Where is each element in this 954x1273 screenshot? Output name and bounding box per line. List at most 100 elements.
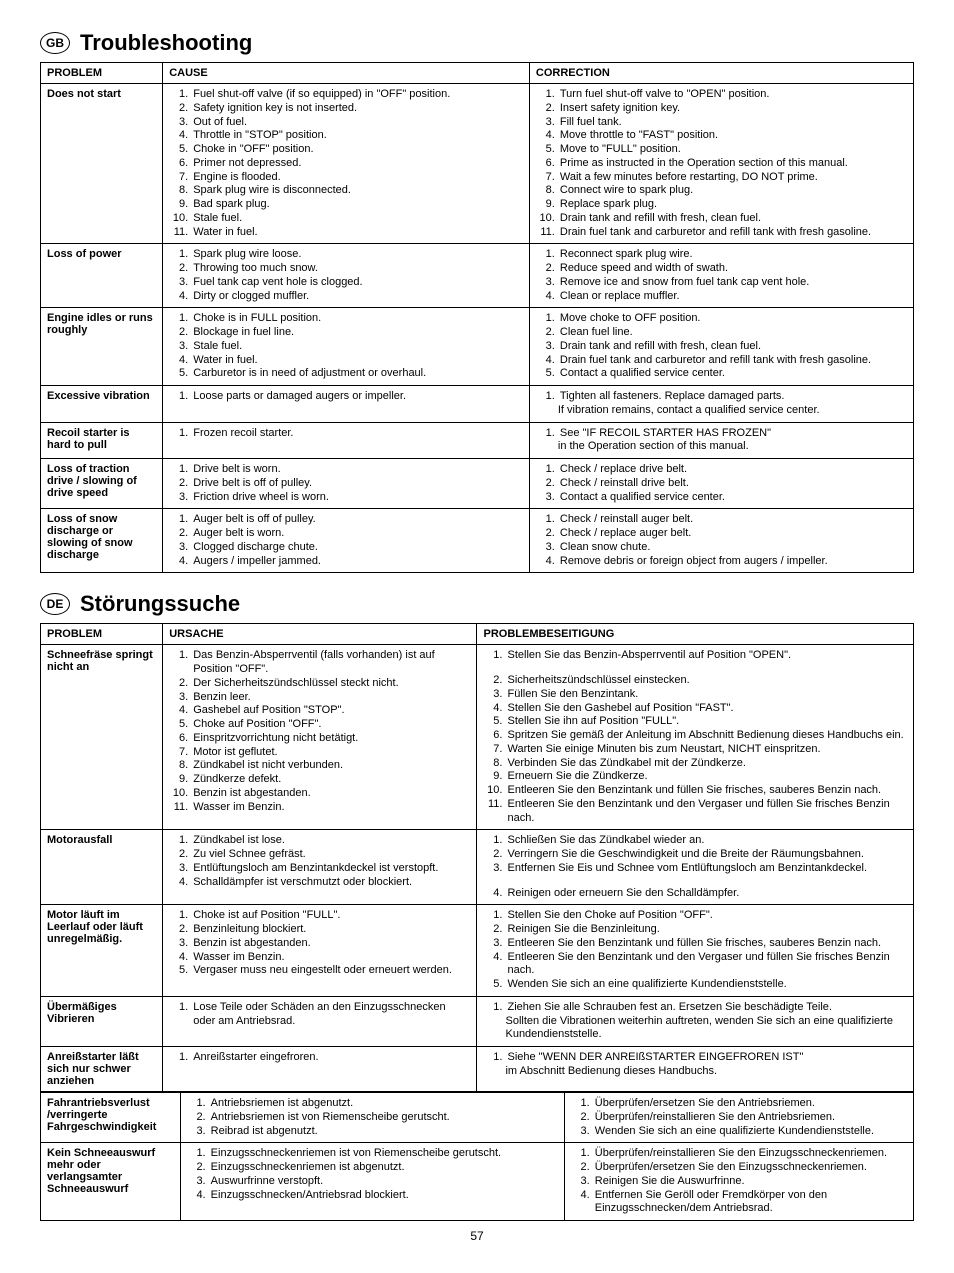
table-header: CAUSE xyxy=(163,63,530,84)
list-item: Entfernen Sie Eis und Schnee vom Entlüft… xyxy=(505,862,907,876)
problem-cell: Kein Schneeauswurf mehr oder verlangsamt… xyxy=(41,1143,181,1221)
cause-cell: Loose parts or damaged augers or impelle… xyxy=(163,386,530,423)
correction-cell: Tighten all fasteners. Replace damaged p… xyxy=(529,386,913,423)
list-item: Tighten all fasteners. Replace damaged p… xyxy=(558,390,907,404)
list-item: Clogged discharge chute. xyxy=(191,541,523,555)
list-item: Benzinleitung blockiert. xyxy=(191,923,470,937)
table-header: PROBLEMBESEITIGUNG xyxy=(477,624,914,645)
cause-cell: Frozen recoil starter. xyxy=(163,422,530,459)
list-item: Wasser im Benzin. xyxy=(191,801,470,815)
list-item: Wait a few minutes before restarting, DO… xyxy=(558,171,907,185)
list-item: Move choke to OFF position. xyxy=(558,312,907,326)
list-item: Überprüfen/reinstallieren Sie den Einzug… xyxy=(593,1147,907,1161)
list-item: Überprüfen/ersetzen Sie den Antriebsriem… xyxy=(593,1097,907,1111)
list-item: Verbinden Sie das Zündkabel mit der Zünd… xyxy=(505,757,907,771)
list-item: Benzin ist abgestanden. xyxy=(191,787,470,801)
list-item: Drive belt is off of pulley. xyxy=(191,477,523,491)
list-item: Throttle in "STOP" position. xyxy=(191,129,523,143)
problem-cell: Motor läuft im Leerlauf oder läuft unreg… xyxy=(41,905,163,997)
page-number: 57 xyxy=(40,1229,914,1243)
section-title: Störungssuche xyxy=(80,591,240,617)
section-title: Troubleshooting xyxy=(80,30,252,56)
cause-cell: Einzugsschneckenriemen ist von Riemensch… xyxy=(180,1143,564,1221)
correction-cell: Schließen Sie das Zündkabel wieder an.Ve… xyxy=(477,830,914,905)
list-item: Clean fuel line. xyxy=(558,326,907,340)
list-item: Connect wire to spark plug. xyxy=(558,184,907,198)
list-item: Clean snow chute. xyxy=(558,541,907,555)
cause-cell: Lose Teile oder Schäden an den Einzugssc… xyxy=(163,996,477,1046)
list-item: Lose Teile oder Schäden an den Einzugssc… xyxy=(191,1001,470,1029)
list-item: Fuel shut-off valve (if so equipped) in … xyxy=(191,88,523,102)
list-item: Einzugsschnecken/Antriebsrad blockiert. xyxy=(209,1189,558,1203)
list-item: Drain tank and refill with fresh, clean … xyxy=(558,340,907,354)
table-row: Recoil starter is hard to pullFrozen rec… xyxy=(41,422,914,459)
list-item: Check / reinstall drive belt. xyxy=(558,477,907,491)
list-item: Entleeren Sie den Benzintank und füllen … xyxy=(505,784,907,798)
list-item: Antriebsriemen ist von Riemenscheibe ger… xyxy=(209,1111,558,1125)
table-row: Motor läuft im Leerlauf oder läuft unreg… xyxy=(41,905,914,997)
list-item: Entleeren Sie den Benzintank und den Ver… xyxy=(505,798,907,826)
correction-cell: Reconnect spark plug wire.Reduce speed a… xyxy=(529,244,913,308)
list-item: Engine is flooded. xyxy=(191,171,523,185)
list-item: Antriebsriemen ist abgenutzt. xyxy=(209,1097,558,1111)
list-item: Der Sicherheitszündschlüssel steckt nich… xyxy=(191,677,470,691)
list-item: Einzugsschneckenriemen ist abgenutzt. xyxy=(209,1161,558,1175)
note-text: If vibration remains, contact a qualifie… xyxy=(558,404,907,418)
list-item: Choke auf Position "OFF". xyxy=(191,718,470,732)
list-item: Spritzen Sie gemäß der Anleitung im Absc… xyxy=(505,729,907,743)
section-header: DEStörungssuche xyxy=(40,591,914,617)
list-item: Carburetor is in need of adjustment or o… xyxy=(191,367,523,381)
table-row: Anreißstarter läßt sich nur schwer anzie… xyxy=(41,1047,914,1092)
list-item: Zündkerze defekt. xyxy=(191,773,470,787)
list-item: See "IF RECOIL STARTER HAS FROZEN" xyxy=(558,427,907,441)
problem-cell: Loss of power xyxy=(41,244,163,308)
list-item: Replace spark plug. xyxy=(558,198,907,212)
cause-cell: Antriebsriemen ist abgenutzt.Antriebsrie… xyxy=(180,1093,564,1143)
note-text: in the Operation section of this manual. xyxy=(558,440,907,454)
list-item: Drain fuel tank and carburetor and refil… xyxy=(558,354,907,368)
list-item: Einzugsschneckenriemen ist von Riemensch… xyxy=(209,1147,558,1161)
cause-cell: Fuel shut-off valve (if so equipped) in … xyxy=(163,84,530,244)
list-item: Dirty or clogged muffler. xyxy=(191,290,523,304)
cause-cell: Spark plug wire loose.Throwing too much … xyxy=(163,244,530,308)
list-item: Frozen recoil starter. xyxy=(191,427,523,441)
table-row: Übermäßiges VibrierenLose Teile oder Sch… xyxy=(41,996,914,1046)
list-item: Throwing too much snow. xyxy=(191,262,523,276)
list-item: Check / replace auger belt. xyxy=(558,527,907,541)
list-item: Friction drive wheel is worn. xyxy=(191,491,523,505)
correction-cell: Check / replace drive belt.Check / reins… xyxy=(529,459,913,509)
list-item: Drain tank and refill with fresh, clean … xyxy=(558,212,907,226)
list-item: Vergaser muss neu eingestellt oder erneu… xyxy=(191,964,470,978)
list-item: Reduce speed and width of swath. xyxy=(558,262,907,276)
list-item: Choke is in FULL position. xyxy=(191,312,523,326)
list-item: Reinigen Sie die Benzinleitung. xyxy=(505,923,907,937)
cause-cell: Das Benzin-Absperrventil (falls vorhande… xyxy=(163,645,477,830)
table-row: Engine idles or runs roughlyChoke is in … xyxy=(41,308,914,386)
list-item: Loose parts or damaged augers or impelle… xyxy=(191,390,523,404)
correction-cell: Überprüfen/ersetzen Sie den Antriebsriem… xyxy=(564,1093,913,1143)
correction-cell: Siehe "WENN DER ANREIßSTARTER EINGEFRORE… xyxy=(477,1047,914,1092)
correction-cell: Move choke to OFF position.Clean fuel li… xyxy=(529,308,913,386)
correction-cell: Check / reinstall auger belt.Check / rep… xyxy=(529,509,913,573)
list-item: Überprüfen/ersetzen Sie den Einzugsschne… xyxy=(593,1161,907,1175)
list-item: Sicherheitszündschlüssel einstecken. xyxy=(505,674,907,688)
problem-cell: Does not start xyxy=(41,84,163,244)
list-item: Check / replace drive belt. xyxy=(558,463,907,477)
list-item: Reinigen Sie die Auswurfrinne. xyxy=(593,1175,907,1189)
cause-cell: Choke is in FULL position.Blockage in fu… xyxy=(163,308,530,386)
list-item: Wenden Sie sich an eine qualifizierte Ku… xyxy=(505,978,907,992)
table-row: MotorausfallZündkabel ist lose.Zu viel S… xyxy=(41,830,914,905)
list-item: Stale fuel. xyxy=(191,340,523,354)
note-text: im Abschnitt Bedienung dieses Handbuchs. xyxy=(505,1065,907,1079)
list-item: Stellen Sie den Gashebel auf Position "F… xyxy=(505,702,907,716)
list-item: Blockage in fuel line. xyxy=(191,326,523,340)
list-item: Entleeren Sie den Benzintank und den Ver… xyxy=(505,951,907,979)
table-row: Loss of powerSpark plug wire loose.Throw… xyxy=(41,244,914,308)
list-item: Choke in "OFF" position. xyxy=(191,143,523,157)
list-item: Move to "FULL" position. xyxy=(558,143,907,157)
list-item: Füllen Sie den Benzintank. xyxy=(505,688,907,702)
cause-cell: Anreißstarter eingefroren. xyxy=(163,1047,477,1092)
list-item: Wenden Sie sich an eine qualifizierte Ku… xyxy=(593,1125,907,1139)
problem-cell: Anreißstarter läßt sich nur schwer anzie… xyxy=(41,1047,163,1092)
problem-cell: Schneefräse springt nicht an xyxy=(41,645,163,830)
